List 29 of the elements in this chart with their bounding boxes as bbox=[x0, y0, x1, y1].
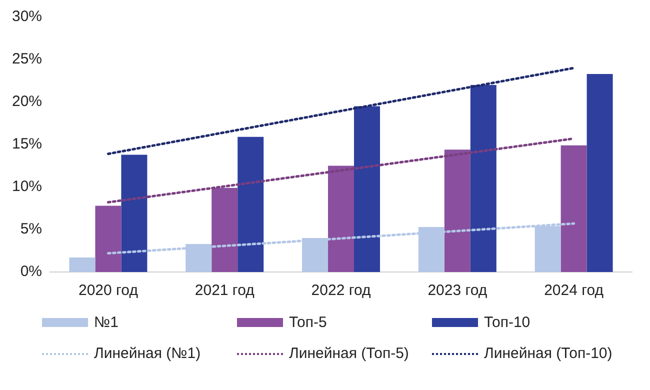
legend-label: Линейная (№1) bbox=[94, 345, 201, 362]
legend-label: Топ-10 bbox=[484, 314, 530, 331]
y-tick-label: 10% bbox=[12, 178, 42, 196]
x-tick-label: 2020 год bbox=[78, 282, 138, 300]
bar bbox=[354, 106, 380, 272]
y-tick-label: 5% bbox=[20, 220, 42, 238]
bar bbox=[95, 206, 122, 272]
y-tick-label: 15% bbox=[12, 136, 42, 153]
y-tick-label: 0% bbox=[20, 263, 42, 280]
legend-label: Топ-5 bbox=[289, 314, 327, 331]
x-tick-label: 2023 год bbox=[428, 282, 488, 300]
bar bbox=[444, 150, 470, 272]
bar bbox=[121, 154, 148, 272]
bar bbox=[328, 166, 354, 272]
legend-label: №1 bbox=[94, 314, 118, 331]
x-tick-label: 2022 год bbox=[311, 282, 371, 300]
bar bbox=[238, 136, 264, 272]
bar bbox=[69, 258, 96, 272]
x-tick-label: 2021 год bbox=[194, 282, 255, 300]
bar bbox=[470, 85, 496, 272]
y-tick-label: 30% bbox=[12, 8, 42, 26]
bar bbox=[212, 188, 238, 272]
bar bbox=[586, 74, 613, 272]
y-tick-label: 20% bbox=[12, 93, 42, 110]
legend-label: Линейная (Топ-10) bbox=[484, 345, 612, 362]
x-tick-label: 2024 год bbox=[544, 282, 604, 300]
bar bbox=[560, 145, 587, 272]
y-tick-label: 25% bbox=[12, 50, 42, 68]
legend-label: Линейная (Топ-5) bbox=[289, 345, 409, 362]
